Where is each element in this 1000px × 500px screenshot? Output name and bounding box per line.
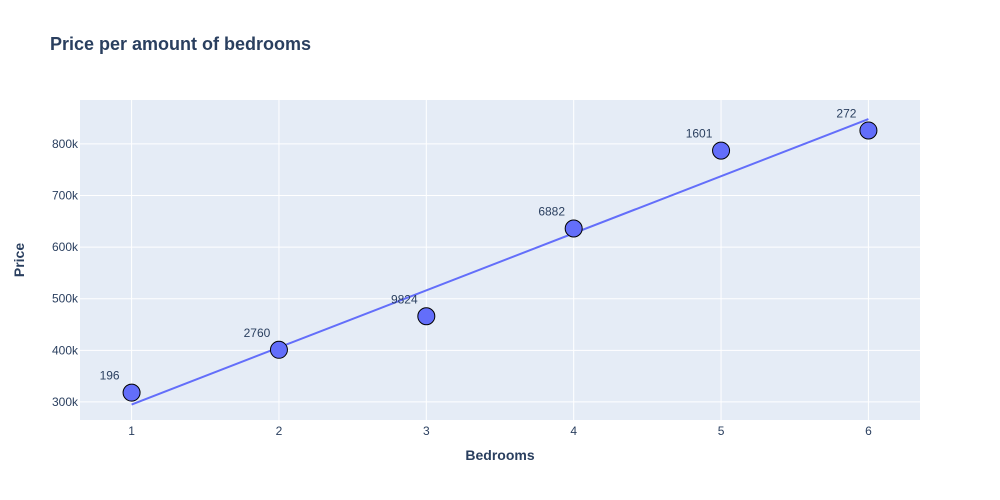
point-labels: 196 2760 9824 6882 1601 272 (100, 106, 857, 382)
data-point (859, 121, 878, 140)
data-point (417, 307, 436, 326)
y-grid (80, 143, 920, 403)
x-tick-labels: 1 2 3 4 5 6 (128, 424, 872, 438)
y-tick-label: 300k (52, 395, 79, 409)
y-tick-label: 600k (52, 240, 79, 254)
trend-line-group (131, 118, 869, 406)
x-tick-label: 1 (128, 424, 135, 438)
data-points (122, 121, 878, 402)
x-tick-label: 2 (276, 424, 283, 438)
y-axis-title: Price (11, 243, 27, 277)
data-label: 2760 (244, 326, 271, 340)
data-label: 1601 (686, 127, 713, 141)
chart-title: Price per amount of bedrooms (50, 34, 311, 54)
y-tick-labels: 300k 400k 500k 600k 700k 800k (52, 137, 79, 409)
y-tick-label: 400k (52, 343, 79, 357)
data-point (269, 340, 288, 359)
y-tick-label: 700k (52, 188, 79, 202)
x-tick-label: 5 (718, 424, 725, 438)
x-tick-label: 4 (570, 424, 577, 438)
x-tick-label: 6 (865, 424, 872, 438)
data-label: 9824 (391, 292, 418, 306)
data-label: 196 (100, 369, 120, 383)
data-point (712, 141, 731, 160)
trend-line (131, 118, 869, 406)
data-point (122, 383, 141, 402)
data-label: 272 (836, 106, 856, 120)
x-axis-title: Bedrooms (465, 447, 534, 463)
data-label: 6882 (538, 205, 565, 219)
y-tick-label: 800k (52, 137, 79, 151)
y-tick-label: 500k (52, 292, 79, 306)
data-point (564, 219, 583, 238)
x-tick-label: 3 (423, 424, 430, 438)
